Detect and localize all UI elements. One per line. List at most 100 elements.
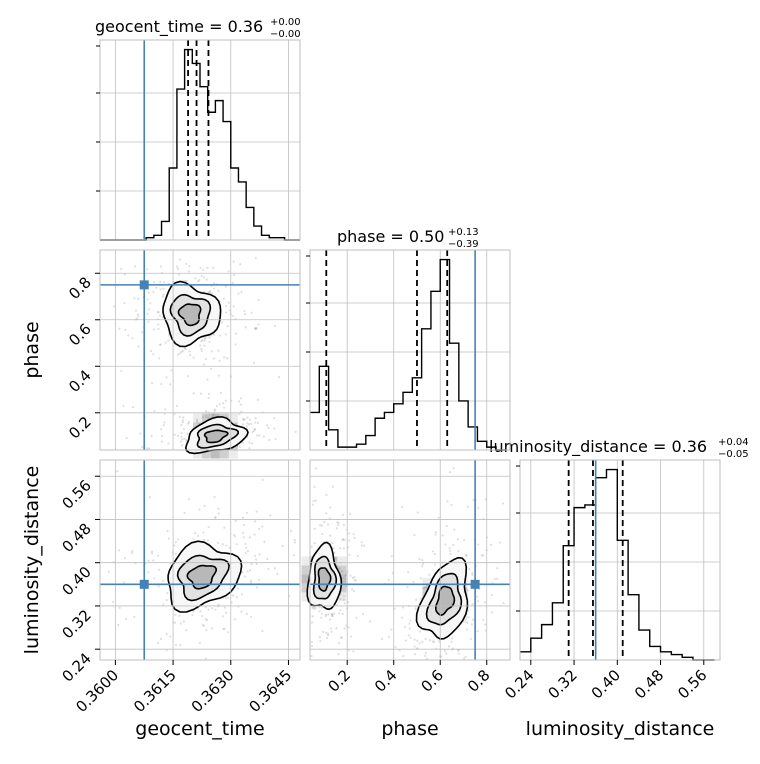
scatter-point (464, 553, 468, 557)
scatter-point (235, 596, 238, 599)
scatter-point (418, 630, 422, 633)
scatter-point (218, 402, 221, 406)
scatter-point (212, 414, 215, 417)
scatter-point (159, 343, 162, 346)
scatter-point (218, 359, 221, 362)
scatter-point (223, 356, 226, 359)
scatter-point (185, 629, 188, 632)
scatter-point (406, 585, 409, 589)
scatter-point (122, 581, 126, 584)
scatter-point (240, 610, 243, 613)
scatter-point (131, 549, 134, 553)
scatter-point (433, 552, 436, 556)
scatter-point (424, 652, 427, 655)
scatter-point (240, 410, 243, 413)
scatter-point (225, 611, 228, 614)
scatter-point (224, 285, 227, 288)
density-cell (301, 574, 311, 584)
scatter-point (232, 533, 236, 537)
x-tick-label: 0.4 (371, 666, 401, 696)
scatter-point (337, 524, 340, 527)
scatter-point (258, 434, 261, 437)
scatter-point (250, 579, 253, 582)
scatter-point (162, 603, 165, 606)
scatter-point (226, 325, 229, 328)
scatter-point (239, 403, 242, 406)
scatter-point (158, 343, 162, 347)
scatter-point (491, 611, 494, 614)
scatter-point (428, 639, 431, 642)
scatter-point (150, 381, 154, 385)
scatter-point (192, 537, 195, 541)
scatter-point (281, 544, 284, 548)
scatter-point (206, 266, 209, 270)
scatter-point (162, 281, 166, 284)
scatter-point (440, 655, 443, 658)
scatter-point (204, 606, 207, 609)
scatter-point (254, 416, 257, 420)
scatter-point (226, 596, 230, 599)
scatter-point (217, 603, 220, 606)
x-tick-label: 0.8 (464, 666, 494, 696)
scatter-point (169, 383, 172, 386)
scatter-point (341, 513, 345, 516)
scatter-point (477, 543, 480, 546)
scatter-point (339, 609, 342, 612)
scatter-point (180, 350, 183, 354)
scatter-point (331, 614, 334, 618)
scatter-point (418, 642, 421, 645)
scatter-point (157, 310, 160, 314)
scatter-point (328, 517, 332, 520)
scatter-point (347, 649, 350, 652)
scatter-point (185, 439, 188, 442)
scatter-point (464, 655, 467, 658)
scatter-point (244, 546, 248, 549)
scatter-point (255, 562, 258, 566)
scatter-point (240, 290, 243, 294)
scatter-point (175, 404, 178, 408)
scatter-point (347, 626, 350, 629)
scatter-point (245, 425, 249, 428)
scatter-point (336, 521, 339, 524)
scatter-point (207, 416, 210, 419)
scatter-point (145, 268, 149, 271)
scatter-point (117, 549, 121, 552)
scatter-point (251, 430, 254, 434)
scatter-point (353, 536, 356, 539)
scatter-point (221, 615, 224, 618)
scatter-point (180, 435, 183, 439)
scatter-point (340, 570, 343, 573)
scatter-point (174, 552, 177, 555)
scatter-point (266, 424, 269, 427)
scatter-point (245, 511, 248, 514)
scatter-point (342, 523, 346, 527)
scatter-point (232, 305, 235, 308)
scatter-point (356, 554, 359, 557)
scatter-point (232, 260, 235, 263)
scatter-point (343, 538, 346, 541)
scatter-point (153, 577, 156, 580)
scatter-point (135, 309, 138, 312)
scatter-point (255, 510, 258, 513)
scatter-point (416, 639, 419, 642)
contour-line (186, 564, 218, 590)
scatter-point (191, 614, 194, 617)
scatter-point (120, 369, 123, 372)
scatter-point (173, 544, 176, 547)
scatter-point (293, 541, 297, 544)
scatter-point (325, 512, 328, 515)
scatter-point (200, 347, 203, 350)
scatter-point (469, 637, 472, 641)
scatter-point (203, 504, 206, 508)
scatter-point (484, 498, 487, 501)
scatter-point (174, 614, 177, 617)
scatter-point (401, 505, 404, 509)
scatter-point (122, 404, 125, 408)
scatter-point (343, 627, 346, 630)
scatter-point (348, 532, 351, 535)
y-tick-label: 0.4 (65, 366, 95, 396)
scatter-point (323, 520, 326, 524)
contour-line (203, 429, 229, 444)
scatter-point (146, 447, 149, 450)
